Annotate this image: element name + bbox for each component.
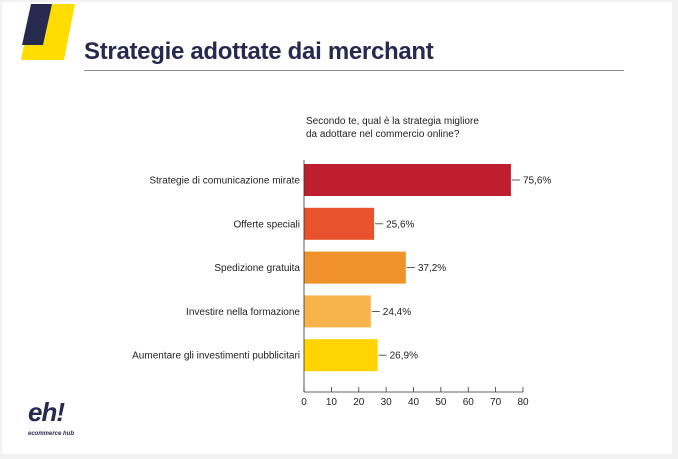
category-label: Aumentare gli investimenti pubblicitari — [132, 351, 300, 362]
logo-yellow-stripe — [21, 4, 75, 60]
category-label: Investire nella formazione — [186, 307, 300, 318]
chart-title-line: Secondo te, qual è la strategia migliore — [306, 116, 479, 127]
chart-title-line: da adottare nel commercio online? — [306, 129, 460, 140]
x-tick-label: 40 — [408, 397, 420, 408]
brand-logo-text: eh! — [28, 397, 65, 427]
brand-logo: eh! ecommerce hub — [28, 396, 74, 438]
bar — [304, 339, 378, 372]
bar — [304, 164, 511, 196]
chart-title: Secondo te, qual è la strategia migliore… — [306, 115, 479, 141]
bar — [304, 251, 406, 284]
x-tick-label: 80 — [517, 397, 529, 408]
x-tick-label: 60 — [463, 397, 475, 408]
x-tick-label: 70 — [490, 397, 502, 408]
category-label: Offerte speciali — [233, 219, 300, 230]
x-tick-label: 50 — [435, 397, 447, 408]
page-title: Strategie adottate dai merchant — [84, 38, 434, 65]
category-label: Spedizione gratuita — [214, 263, 300, 274]
brand-tagline: ecommerce hub — [28, 431, 75, 437]
bar — [304, 295, 371, 328]
x-tick-label: 30 — [381, 397, 393, 408]
data-label: 75,6% — [523, 176, 551, 187]
logo-navy-stripe — [22, 4, 52, 45]
x-tick-label: 0 — [301, 397, 307, 408]
bar — [304, 207, 375, 240]
data-label: 26,9% — [390, 351, 418, 362]
category-label: Strategie di comunicazione mirate — [149, 176, 300, 187]
data-label: 25,6% — [386, 219, 414, 230]
data-label: 37,2% — [418, 263, 446, 274]
data-label: 24,4% — [383, 307, 411, 318]
x-tick-label: 20 — [353, 397, 365, 408]
title-divider — [84, 70, 624, 71]
x-tick-label: 10 — [326, 397, 338, 408]
